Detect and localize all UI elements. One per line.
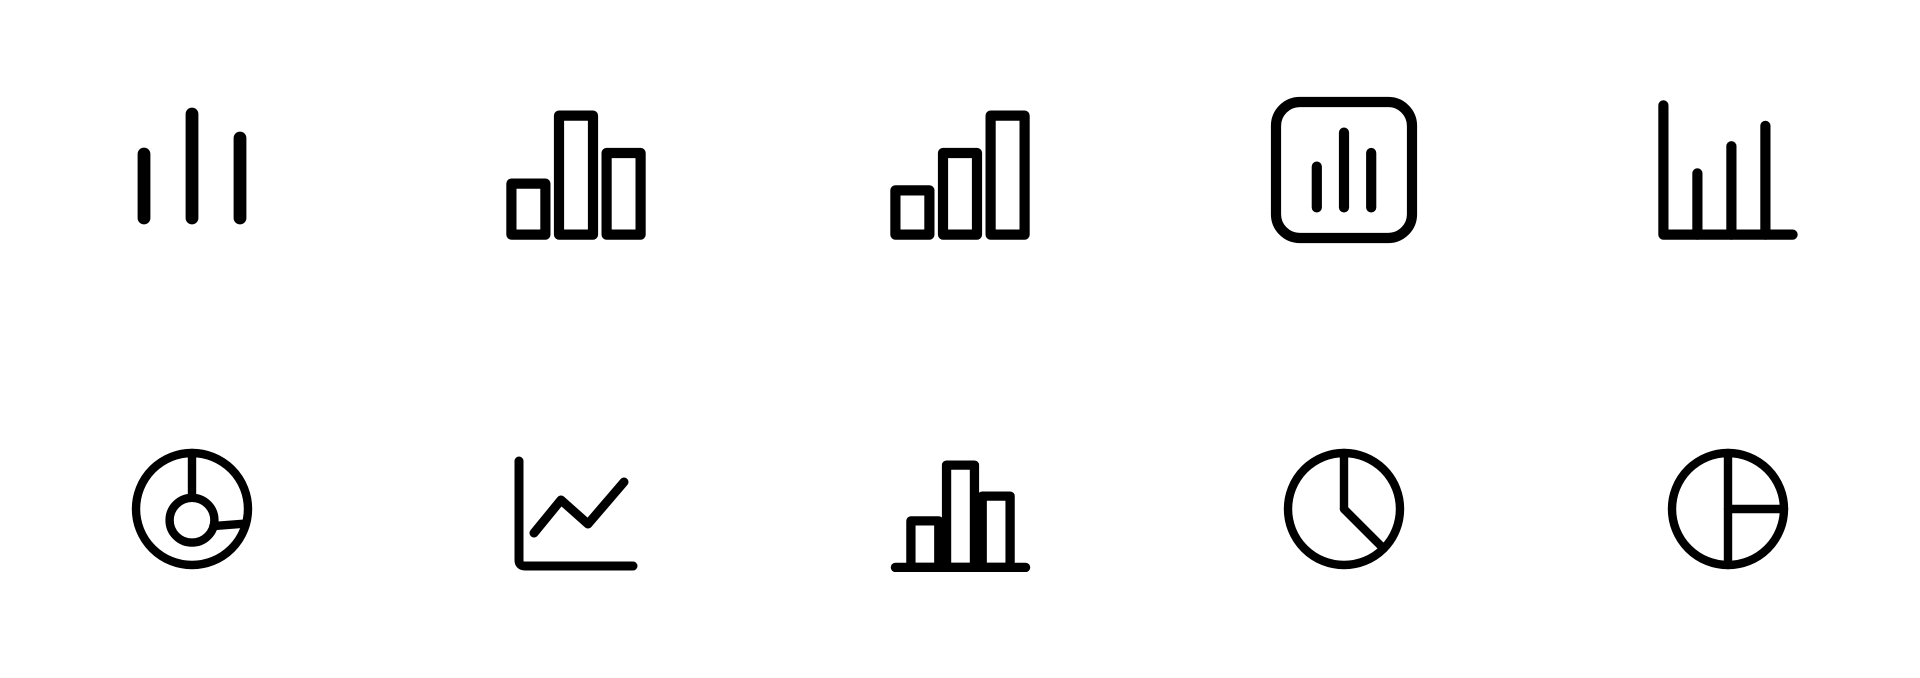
pie-chart-quarters-icon <box>1658 439 1798 579</box>
donut-chart-icon <box>122 439 262 579</box>
pie-chart-slice-icon <box>1274 439 1414 579</box>
icon-grid <box>0 0 1920 678</box>
bar-chart-framed-icon <box>1259 85 1429 255</box>
bar-chart-outline-icon <box>491 85 661 255</box>
bar-chart-ascending-icon <box>875 85 1045 255</box>
bar-chart-baseline-icon <box>883 431 1038 586</box>
signal-bars-thin-icon <box>112 90 272 250</box>
bar-chart-axes-icon <box>1643 85 1813 255</box>
line-chart-icon <box>501 434 651 584</box>
